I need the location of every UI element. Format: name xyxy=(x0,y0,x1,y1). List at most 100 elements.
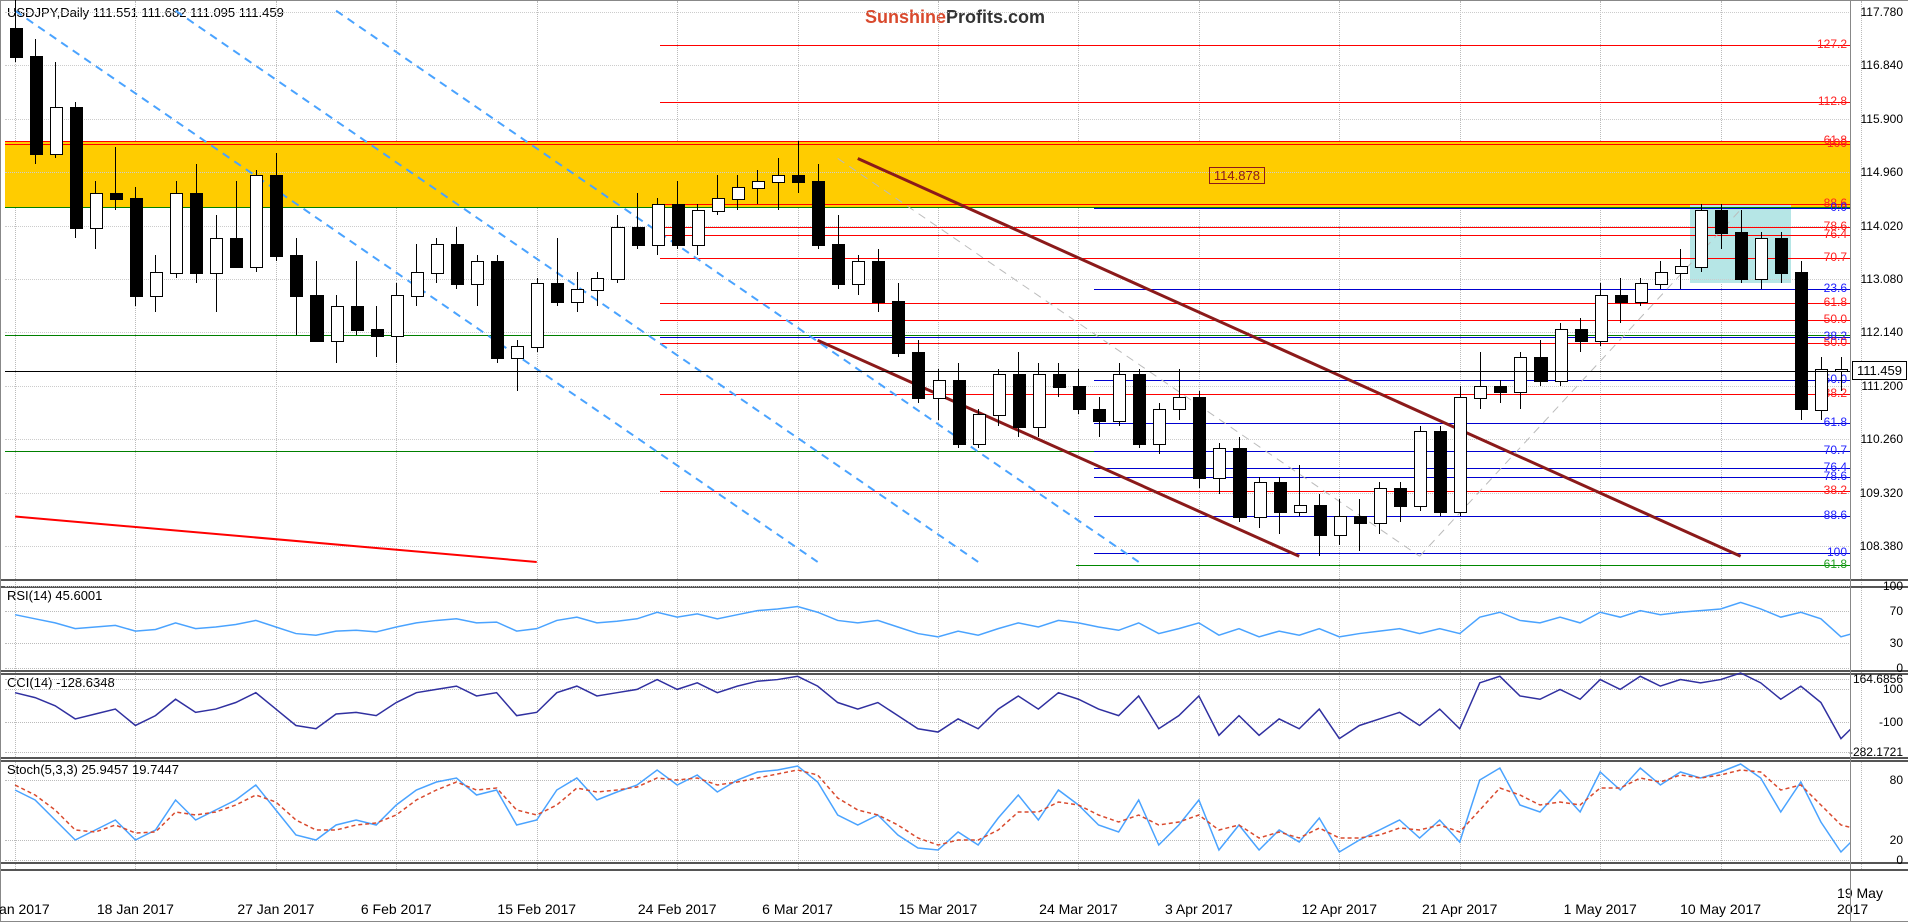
level-line xyxy=(1094,451,1851,452)
candle-body xyxy=(1655,272,1668,285)
candle-body xyxy=(1775,238,1788,274)
candle-body xyxy=(210,238,223,274)
ind-y-label: 30 xyxy=(1890,636,1903,650)
fib-label: 88.6 xyxy=(1824,508,1847,522)
candle-body xyxy=(973,414,986,444)
candle-body xyxy=(230,238,243,268)
ind-y-label: -282.1721 xyxy=(1849,745,1903,759)
candle-body xyxy=(752,181,765,189)
current-price-box: 111.459 xyxy=(1852,361,1907,380)
level-line xyxy=(660,227,1851,228)
fib-label: 112.8 xyxy=(1818,94,1847,108)
candle-body xyxy=(130,198,143,297)
candle-wick xyxy=(115,147,116,210)
candle-body xyxy=(50,107,63,154)
price-grid xyxy=(5,12,1851,14)
level-line xyxy=(660,337,1851,338)
indicator-panel xyxy=(1,760,1908,864)
x-axis-label: 18 Jan 2017 xyxy=(97,901,174,917)
candle-body xyxy=(1815,369,1828,411)
candle-body xyxy=(832,244,845,286)
x-axis-label: 24 Feb 2017 xyxy=(638,901,717,917)
axis-separator xyxy=(1850,1,1851,921)
level-line xyxy=(660,343,1851,344)
candle-body xyxy=(1053,374,1066,387)
candle-body xyxy=(90,193,103,229)
candle-wick xyxy=(1179,369,1180,420)
ind-grid xyxy=(5,689,1851,691)
candle-body xyxy=(1233,448,1246,518)
level-line xyxy=(660,45,1851,46)
candle-body xyxy=(1695,210,1708,269)
ind-y-label: -100 xyxy=(1879,715,1903,729)
fib-label: 50.0 xyxy=(1824,312,1847,326)
panel-divider xyxy=(1,579,1908,581)
candle-wick xyxy=(798,141,799,192)
candle-body xyxy=(1033,374,1046,427)
candle-body xyxy=(190,193,203,275)
y-axis-label: 114.020 xyxy=(1861,219,1904,233)
candle-body xyxy=(1294,505,1307,513)
candle-body xyxy=(872,261,885,303)
ind-grid xyxy=(5,780,1851,782)
forex-chart: { "meta":{ "title":"USDJPY,Daily 111.551… xyxy=(0,0,1908,922)
candle-body xyxy=(732,187,745,200)
fib-label: 23.6 xyxy=(1824,281,1847,295)
candle-body xyxy=(1113,374,1126,421)
price-grid xyxy=(5,439,1851,441)
candle-body xyxy=(672,204,685,246)
candle-body xyxy=(1755,238,1768,280)
x-axis-label: 1 May 2017 xyxy=(1564,901,1637,917)
candle-body xyxy=(1575,329,1588,342)
level-line xyxy=(1094,289,1851,290)
candle-body xyxy=(1153,409,1166,445)
candle-body xyxy=(491,261,504,360)
candle-body xyxy=(1715,210,1728,235)
candle-body xyxy=(310,295,323,342)
candle-body xyxy=(331,306,344,342)
fib-label: 100 xyxy=(1827,136,1847,150)
x-axis-label: 27 Jan 2017 xyxy=(237,901,314,917)
level-line xyxy=(660,303,1851,304)
x-axis-label: 6 Feb 2017 xyxy=(361,901,432,917)
fib-label: 61.8 xyxy=(1824,295,1847,309)
ind-grid xyxy=(5,722,1851,724)
fib-label: 70.7 xyxy=(1824,443,1847,457)
y-axis-label: 112.140 xyxy=(1861,325,1904,339)
candle-body xyxy=(1193,397,1206,479)
candle-body xyxy=(892,301,905,354)
watermark: SunshineProfits.com xyxy=(865,7,1045,28)
candle-wick xyxy=(1480,352,1481,409)
candle-wick xyxy=(1359,499,1360,550)
candle-body xyxy=(250,175,263,268)
candle-body xyxy=(1314,505,1327,535)
price-grid xyxy=(5,65,1851,67)
trend-lines-overlay xyxy=(1,1,1851,583)
candle-body xyxy=(1374,488,1387,524)
candle-body xyxy=(852,261,865,286)
fib-label: 76.4 xyxy=(1824,227,1847,241)
level-line xyxy=(660,102,1851,103)
candle-body xyxy=(953,380,966,445)
candle-body xyxy=(1595,295,1608,342)
candle-body xyxy=(571,289,584,302)
y-axis-label: 113.080 xyxy=(1861,272,1904,286)
y-axis-label: 115.900 xyxy=(1861,112,1904,126)
fib-label: 127.2 xyxy=(1817,37,1847,51)
candle-body xyxy=(1334,516,1347,535)
candle-body xyxy=(591,278,604,291)
ind-y-label: 0 xyxy=(1896,853,1903,867)
candle-body xyxy=(1555,329,1568,382)
level-line xyxy=(5,141,1851,142)
ind-grid xyxy=(5,860,1851,862)
candle-body xyxy=(1254,482,1267,518)
fib-label: 61.8 xyxy=(1824,557,1847,571)
x-axis-label: 21 Apr 2017 xyxy=(1422,901,1498,917)
candle-body xyxy=(170,193,183,275)
level-line xyxy=(1094,477,1851,478)
level-line xyxy=(660,320,1851,321)
ind-y-label: 70 xyxy=(1890,604,1903,618)
candle-body xyxy=(351,306,364,331)
level-line xyxy=(660,204,1851,205)
candle-body xyxy=(1795,272,1808,410)
